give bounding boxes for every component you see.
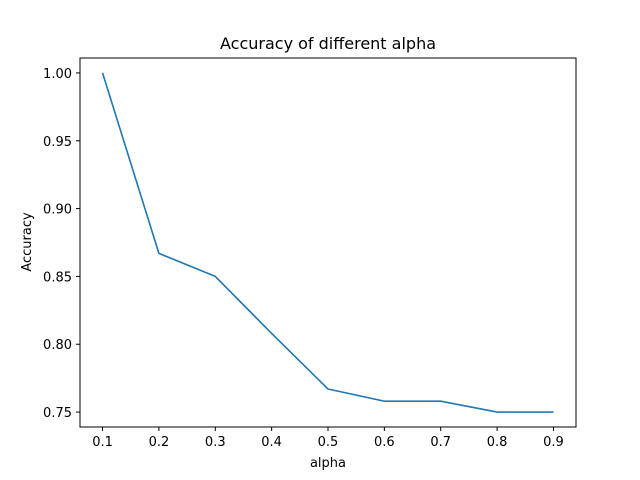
series-layer xyxy=(101,72,554,413)
y-tick-label: 0.85 xyxy=(43,270,72,285)
y-tick-label: 1.00 xyxy=(43,67,72,82)
y-tick-label: 0.90 xyxy=(43,203,72,218)
x-tick-label: 0.2 xyxy=(149,435,170,450)
x-tick-label: 0.6 xyxy=(374,435,395,450)
x-tick-label: 0.5 xyxy=(318,435,339,450)
series-line xyxy=(101,72,554,413)
y-tick-label: 0.75 xyxy=(43,406,72,421)
x-tick-label: 0.1 xyxy=(92,435,113,450)
y-tick-label: 0.80 xyxy=(43,338,72,353)
x-tick-label: 0.3 xyxy=(205,435,226,450)
x-tick-label: 0.8 xyxy=(487,435,508,450)
chart-title: Accuracy of different alpha xyxy=(220,34,436,53)
x-tick-label: 0.9 xyxy=(543,435,564,450)
x-axis-label: alpha xyxy=(310,456,346,471)
y-axis-ticks: 0.75 0.80 0.85 0.90 0.95 1.00 xyxy=(43,67,80,421)
x-tick-label: 0.4 xyxy=(261,435,282,450)
y-tick-label: 0.95 xyxy=(43,135,72,150)
x-axis-ticks: 0.1 0.2 0.3 0.4 0.5 0.6 0.7 0.8 0.9 xyxy=(92,427,564,450)
x-tick-label: 0.7 xyxy=(430,435,451,450)
y-axis-label: Accuracy xyxy=(20,212,35,272)
